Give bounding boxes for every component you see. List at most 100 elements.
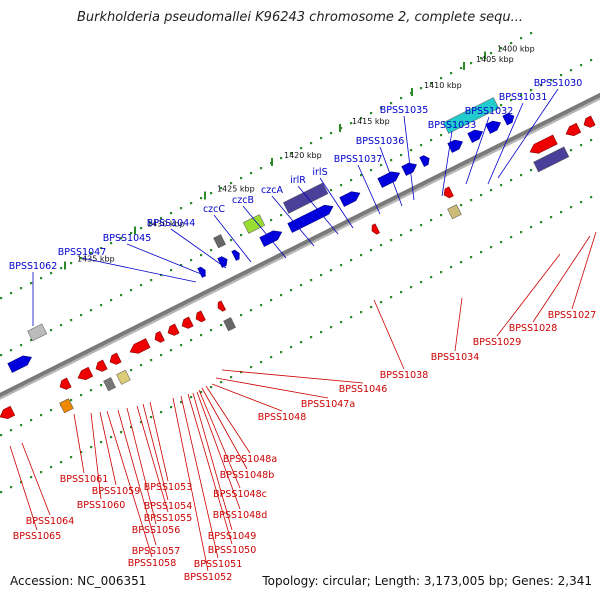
gene-label-bpss1057[interactable]: BPSS1057	[117, 409, 180, 557]
gene-label-czca[interactable]: czcA	[261, 185, 315, 247]
reverse-gene-arrow[interactable]	[58, 377, 72, 391]
reverse-gene-arrow[interactable]	[442, 186, 454, 200]
gene-label-irlr[interactable]: irlR	[290, 175, 339, 235]
forward-gene-arrow[interactable]	[197, 266, 208, 278]
gene-label-bpss1060[interactable]: BPSS1060	[77, 412, 125, 511]
feature-box-green[interactable]	[242, 214, 266, 234]
guide-dot	[180, 344, 183, 347]
leader-line	[9, 445, 38, 531]
feature-box-tan[interactable]	[116, 369, 131, 385]
gene-label-bpss1032[interactable]: BPSS1032	[465, 106, 513, 185]
forward-gene-arrow[interactable]	[467, 127, 485, 143]
reverse-gene-arrow[interactable]	[216, 300, 227, 313]
gene-label-czcc[interactable]: czcC	[203, 204, 252, 263]
reverse-gene-arrow[interactable]	[582, 115, 596, 129]
reverse-gene-arrow[interactable]	[166, 323, 180, 337]
forward-gene-arrow[interactable]	[447, 137, 465, 153]
gene-label-irls[interactable]: irlS	[312, 167, 354, 229]
guide-dot	[80, 451, 83, 454]
forward-gene-arrow[interactable]	[377, 169, 402, 188]
gene-label-bpss1048d[interactable]: BPSS1048d	[196, 391, 267, 521]
leader-line	[142, 403, 169, 501]
gene-label-bpss1036[interactable]: BPSS1036	[356, 136, 404, 207]
reverse-gene-arrow[interactable]	[0, 405, 16, 421]
reverse-gene-arrow[interactable]	[94, 359, 108, 373]
gene-label-bpss1044[interactable]: BPSS1044	[147, 218, 227, 269]
feature-box-orange[interactable]	[59, 398, 74, 414]
guide-dot	[340, 127, 343, 130]
gene-label-text: irlR	[290, 175, 306, 186]
reverse-gene-arrow[interactable]	[76, 366, 94, 382]
forward-gene-arrow[interactable]	[419, 154, 432, 167]
reverse-gene-arrow[interactable]	[194, 310, 206, 324]
reverse-gene-arrow[interactable]	[564, 122, 582, 138]
gene-label-bpss1048a[interactable]: BPSS1048a	[205, 385, 277, 465]
gene-label-bpss1033[interactable]: BPSS1033	[428, 120, 476, 197]
forward-gene-arrow[interactable]	[7, 353, 34, 373]
feature-box-purple[interactable]	[282, 182, 329, 214]
gene-label-bpss1028[interactable]: BPSS1028	[509, 235, 591, 334]
guide-dot	[20, 287, 23, 290]
reverse-gene-arrow[interactable]	[528, 134, 558, 156]
forward-gene-arrow[interactable]	[231, 249, 242, 261]
gene-label-bpss1046[interactable]: BPSS1046	[221, 369, 387, 395]
forward-gene-arrow[interactable]	[339, 189, 362, 207]
gene-label-text: irlS	[312, 167, 327, 178]
gene-label-bpss1052[interactable]: BPSS1052	[172, 397, 232, 583]
gene-label-bpss1061[interactable]: BPSS1061	[60, 413, 108, 485]
gene-label-bpss1055[interactable]: BPSS1055	[136, 405, 192, 524]
gene-label-bpss1027[interactable]: BPSS1027	[548, 231, 597, 321]
reverse-gene-arrow[interactable]	[180, 316, 194, 330]
feature-box-purple[interactable]	[533, 146, 570, 173]
gene-label-bpss1049[interactable]: BPSS1049	[192, 392, 256, 542]
guide-dot	[90, 309, 93, 312]
gene-label-bpss1065[interactable]: BPSS1065	[9, 445, 61, 542]
forward-gene-arrow[interactable]	[502, 112, 516, 126]
feature-box-grey[interactable]	[103, 377, 116, 392]
gene-label-bpss1047a[interactable]: BPSS1047a	[215, 377, 355, 410]
feature-box-grey[interactable]	[223, 317, 236, 332]
gene-label-bpss1064[interactable]: BPSS1064	[21, 442, 74, 527]
gene-label-bpss1045[interactable]: BPSS1045	[103, 233, 207, 277]
guide-dot	[200, 197, 203, 200]
forward-gene-arrow[interactable]	[485, 118, 503, 134]
reverse-gene-arrow[interactable]	[128, 338, 151, 357]
gene-label-bpss1059[interactable]: BPSS1059	[92, 411, 140, 497]
gene-label-bpss1048c[interactable]: BPSS1048c	[198, 389, 267, 500]
gene-label-bpss1038[interactable]: BPSS1038	[373, 299, 428, 381]
reverse-gene-arrow[interactable]	[370, 223, 381, 236]
forward-gene-arrow[interactable]	[217, 255, 230, 268]
guide-dot	[440, 134, 443, 137]
guide-dot	[360, 311, 363, 314]
gene-label-bpss1048b[interactable]: BPSS1048b	[201, 387, 274, 481]
gene-label-czcb[interactable]: czcB	[232, 195, 287, 259]
reverse-gene-arrow[interactable]	[108, 352, 122, 366]
gene-label-bpss1037[interactable]: BPSS1037	[334, 154, 382, 215]
feature-box-grey[interactable]	[213, 234, 226, 249]
feature-box-grey[interactable]	[27, 323, 48, 342]
reverse-gene-arrow[interactable]	[153, 331, 165, 344]
gene-label-bpss1048[interactable]: BPSS1048	[211, 383, 306, 423]
gene-label-bpss1053[interactable]: BPSS1053	[144, 401, 192, 493]
forward-gene-arrow[interactable]	[401, 160, 419, 176]
gene-label-bpss1030[interactable]: BPSS1030	[497, 78, 582, 179]
forward-gene-arrow[interactable]	[287, 202, 335, 233]
gene-label-bpss1058[interactable]: BPSS1058	[106, 410, 176, 569]
gene-label-text: BPSS1062	[9, 261, 57, 272]
gene-label-bpss1050[interactable]: BPSS1050	[187, 393, 256, 556]
feature-box-cyan[interactable]	[442, 97, 500, 134]
gene-label-bpss1056[interactable]: BPSS1056	[126, 407, 180, 536]
gene-label-bpss1051[interactable]: BPSS1051	[180, 395, 242, 570]
gene-arrow-shape	[287, 204, 334, 233]
feature-box-tan[interactable]	[447, 204, 462, 220]
gene-label-bpss1047[interactable]: BPSS1047	[58, 247, 197, 283]
guide-dot	[310, 336, 313, 339]
gene-label-bpss1035[interactable]: BPSS1035	[380, 105, 428, 201]
gene-label-bpss1054[interactable]: BPSS1054	[142, 403, 192, 512]
gene-label-bpss1029[interactable]: BPSS1029	[473, 253, 561, 348]
gene-label-bpss1034[interactable]: BPSS1034	[431, 297, 479, 363]
forward-gene-arrow[interactable]	[259, 228, 284, 247]
gene-label-bpss1062[interactable]: BPSS1062	[9, 261, 57, 326]
gene-label-bpss1031[interactable]: BPSS1031	[487, 92, 547, 185]
